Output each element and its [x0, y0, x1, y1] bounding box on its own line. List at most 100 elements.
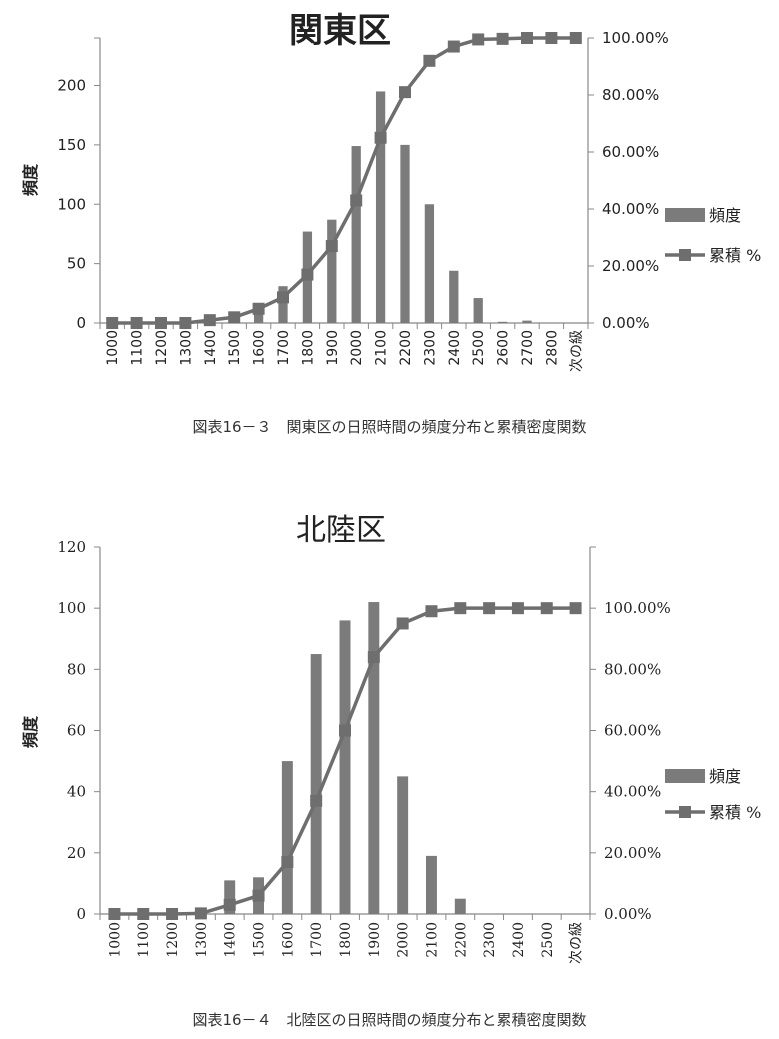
y2-tick-label: 0.00%	[602, 314, 650, 332]
x-tick-label: 1600	[252, 330, 268, 366]
legend-line-marker	[679, 249, 691, 261]
legend-line-label: 累積 %	[709, 246, 761, 265]
cumulative-point	[228, 311, 241, 324]
bar	[424, 204, 435, 323]
y-tick-label: 0	[76, 905, 86, 923]
x-tick-label: 2200	[398, 330, 414, 366]
x-tick-label: 1900	[325, 330, 341, 366]
x-tick-label: 2100	[374, 330, 390, 366]
y-tick-label: 20	[67, 844, 86, 862]
x-tick-label: 1400	[203, 330, 219, 366]
bar	[351, 146, 361, 323]
y-tick-label: 100	[57, 195, 86, 213]
bar	[310, 654, 322, 914]
cumulative-point	[252, 889, 265, 902]
y-tick-label: 60	[67, 722, 86, 740]
y2-tick-label: 20.00%	[602, 257, 659, 275]
cumulative-point	[203, 314, 216, 327]
y-axis-label: 頻度	[21, 715, 40, 748]
bar	[497, 321, 508, 323]
x-tick-label: 1000	[105, 330, 121, 366]
x-tick-label: 1000	[107, 922, 123, 958]
legend-line-marker	[679, 806, 691, 818]
chart-title: 関東区	[289, 11, 391, 51]
x-tick-label: 次の級	[569, 922, 585, 964]
y2-tick-label: 80.00%	[602, 86, 659, 104]
bar	[281, 761, 293, 914]
chart-hokuriku: 北陸区 0 20 40 60 80 100 120 0.00% 20.00% 40.00% 60.00…	[21, 513, 761, 964]
cumulative-point	[155, 317, 167, 329]
bar	[400, 144, 410, 323]
x-tick-label: 2000	[349, 330, 365, 366]
legend-line-label: 累積 %	[709, 803, 761, 822]
bar	[278, 286, 288, 323]
bar	[375, 91, 386, 323]
y2-tick-label: 20.00%	[604, 844, 661, 862]
caption-kanto: 図表16－３ 関東区の日照時間の頻度分布と累積密度関数	[192, 418, 587, 436]
y2-tick-label: 100.00%	[604, 599, 671, 617]
y2-tick-label: 60.00%	[604, 722, 661, 740]
x-tick-label: 1400	[223, 922, 239, 958]
y2-tick-label: 40.00%	[602, 200, 659, 218]
cumulative-point	[310, 794, 323, 807]
x-tick-label: 2300	[482, 922, 498, 958]
y2-tick-label: 80.00%	[604, 660, 661, 678]
y-tick-label: 40	[67, 783, 86, 801]
cumulative-point	[540, 602, 553, 615]
legend-bar-label: 頻度	[709, 206, 741, 225]
y-tick-label: 100	[57, 599, 86, 617]
cumulative-point	[277, 291, 289, 304]
cumulative-point	[166, 908, 179, 920]
cumulative-point	[325, 240, 338, 253]
y-tick-label: 150	[57, 136, 86, 154]
y2-tick-label: 100.00%	[602, 29, 669, 47]
bar	[253, 309, 264, 323]
cumulative-point	[545, 32, 558, 44]
cumulative-point	[483, 602, 496, 615]
cumulative-point	[179, 317, 192, 329]
bar	[339, 620, 351, 914]
cumulative-point	[423, 54, 436, 67]
x-tick-label: 1900	[367, 922, 383, 958]
chart-title: 北陸区	[296, 513, 386, 548]
cumulative-point	[496, 32, 509, 45]
bar	[425, 855, 437, 914]
cumulative-point	[511, 602, 524, 615]
cumulative-point	[374, 131, 387, 144]
cumulative-point	[454, 602, 467, 615]
legend-bar-label: 頻度	[709, 767, 741, 786]
cumulative-point	[472, 33, 485, 46]
x-tick-label: 1300	[178, 330, 194, 366]
x-tick-label: 1100	[130, 330, 146, 366]
x-tick-label: 1500	[227, 330, 243, 366]
bar	[327, 219, 337, 323]
cumulative-point	[130, 317, 143, 329]
x-tick-label: 2500	[540, 922, 556, 958]
x-tick-label: 1800	[338, 922, 354, 958]
x-tick-label: 1700	[309, 922, 325, 958]
y2-tick-label: 60.00%	[602, 143, 659, 161]
bar	[454, 898, 466, 914]
cumulative-point	[569, 32, 582, 44]
x-tick-label: 1700	[276, 330, 292, 366]
x-tick-label: 1100	[136, 922, 152, 958]
y-tick-label: 200	[57, 77, 86, 95]
x-tick-label: 2700	[520, 330, 536, 366]
y-tick-label: 120	[57, 538, 86, 556]
bar	[449, 270, 459, 323]
cumulative-point	[339, 724, 351, 737]
x-tick-label: 次の級	[569, 330, 585, 372]
x-tick-label: 2600	[496, 330, 512, 366]
x-tick-label: 1600	[280, 922, 296, 958]
cumulative-point	[521, 32, 533, 44]
x-tick-label: 2400	[511, 922, 527, 958]
cumulative-point	[367, 651, 380, 664]
bar	[473, 298, 483, 323]
bar	[397, 776, 409, 914]
cumulative-point	[569, 602, 582, 615]
bar	[522, 320, 532, 323]
cumulative-point	[106, 317, 119, 329]
cumulative-point	[108, 908, 121, 920]
y2-tick-label: 40.00%	[604, 783, 661, 801]
x-tick-label: 2100	[424, 922, 440, 958]
